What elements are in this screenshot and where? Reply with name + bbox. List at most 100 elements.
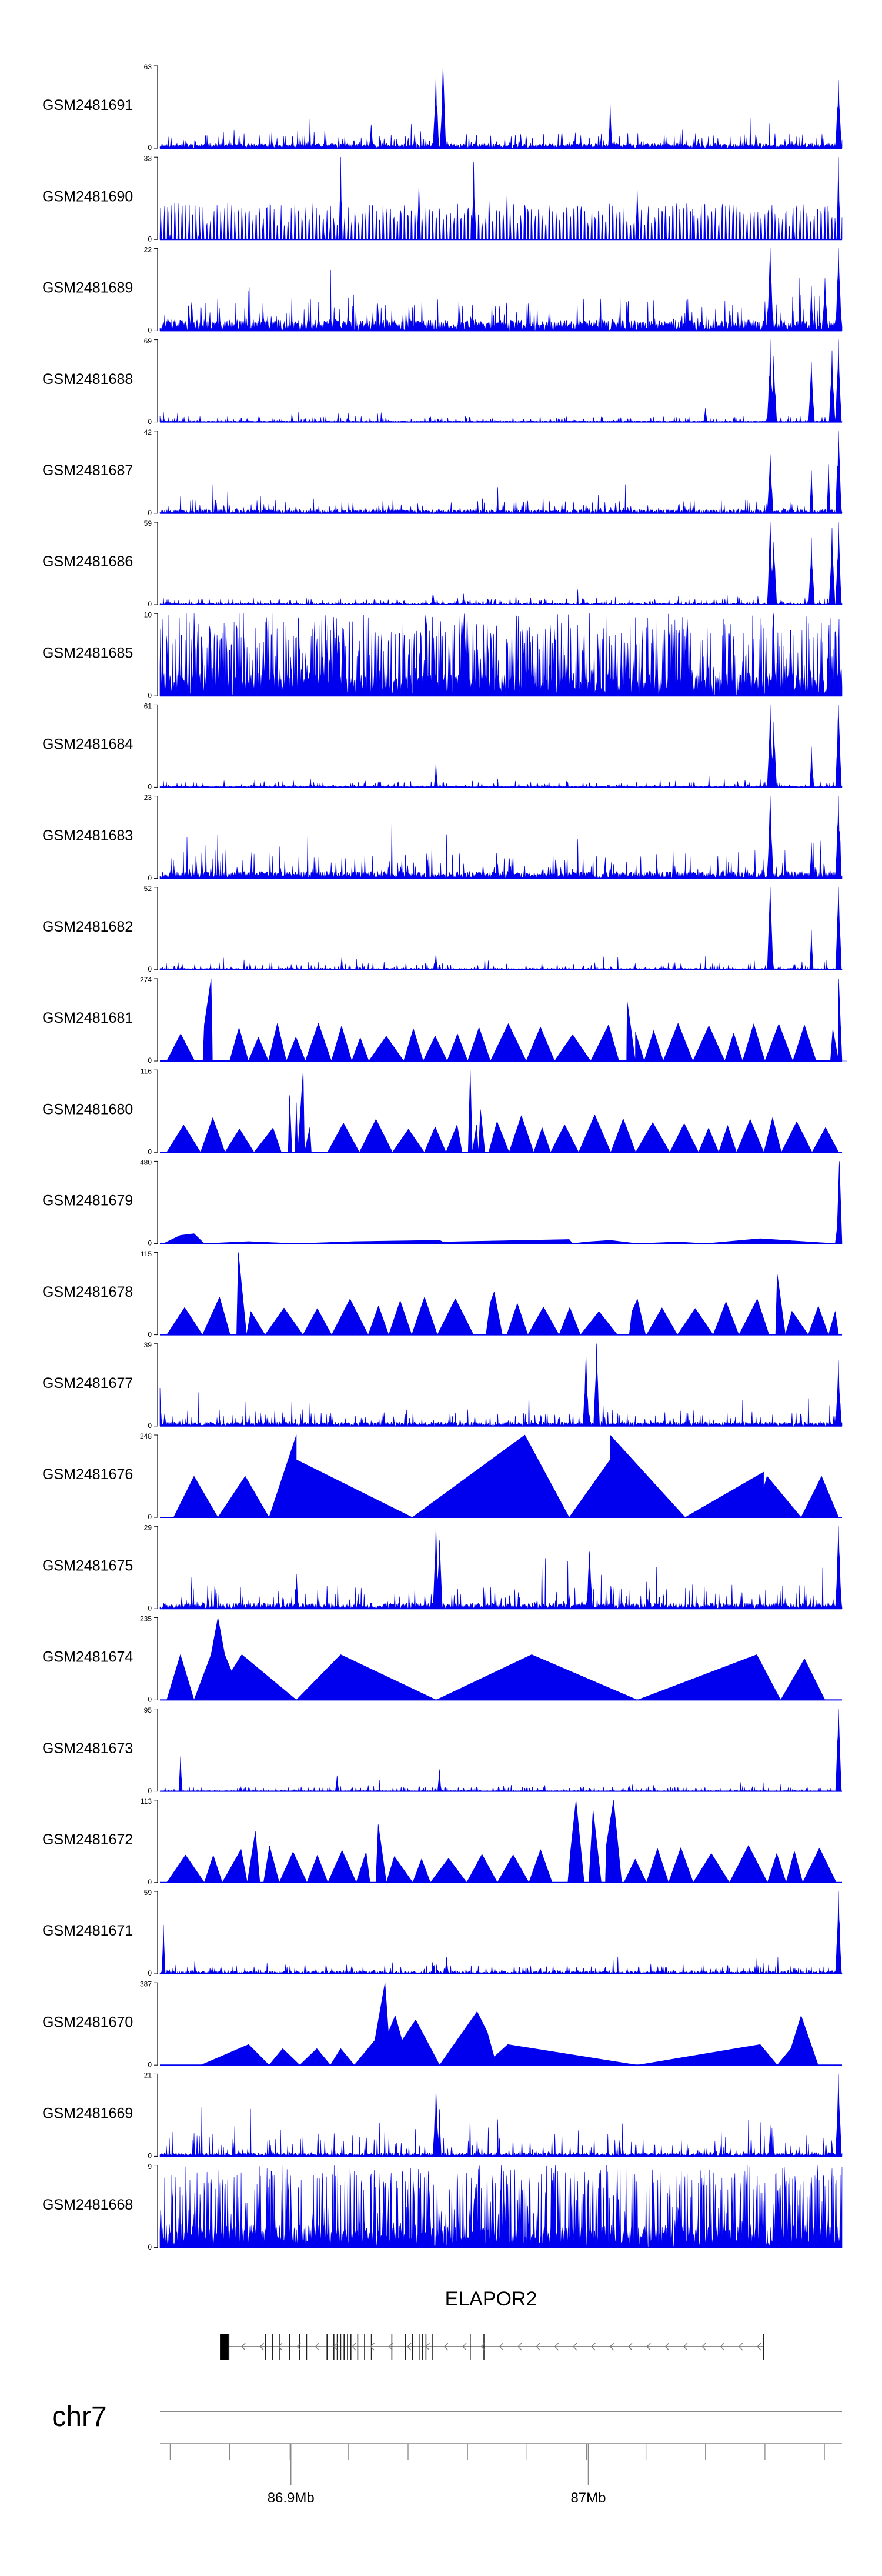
coverage-area [201, 1982, 818, 2066]
track-GSM2481672: GSM2481672 113 0 [42, 1797, 842, 1886]
y-max-label: 29 [144, 1523, 152, 1531]
track-label: GSM2481677 [42, 1375, 133, 1392]
track-label: GSM2481672 [42, 1831, 133, 1848]
axis-tick-label: 86.9Mb [268, 2490, 315, 2506]
y-min-label: 0 [148, 2060, 152, 2068]
y-min-label: 0 [148, 1604, 152, 1612]
y-min-label: 0 [148, 1787, 152, 1795]
strand-arrow [646, 2343, 651, 2351]
track-label: GSM2481678 [42, 1284, 133, 1300]
y-max-label: 39 [144, 1341, 152, 1349]
track-label: GSM2481683 [42, 827, 133, 844]
track-label: GSM2481671 [42, 1923, 133, 1939]
track-label: GSM2481679 [42, 1193, 133, 1209]
strand-arrow [536, 2343, 540, 2351]
track-label: GSM2481680 [42, 1101, 133, 1117]
coverage-area [159, 2165, 843, 2248]
track-GSM2481679: GSM2481679 480 0 [42, 1159, 843, 1247]
y-max-label: 22 [144, 246, 152, 254]
coverage-area [159, 796, 843, 879]
coverage-area [166, 1069, 839, 1153]
coverage-area [159, 705, 843, 788]
strand-arrow [315, 2343, 319, 2351]
axis-tick-label: 87Mb [570, 2490, 606, 2506]
track-GSM2481686: GSM2481686 59 0 [42, 519, 843, 608]
y-min-label: 0 [148, 1239, 152, 1247]
y-max-label: 248 [140, 1432, 152, 1440]
track-label: GSM2481668 [42, 2197, 133, 2213]
strand-arrow [352, 2343, 356, 2351]
y-max-label: 21 [144, 2071, 152, 2080]
chromosome-label: chr7 [52, 2401, 106, 2432]
strand-arrow [388, 2343, 393, 2351]
coverage-area [159, 1343, 843, 1427]
strand-arrow [701, 2343, 706, 2351]
coverage-area [163, 1161, 843, 1244]
chromosome-ideogram: chr7 [52, 2401, 842, 2432]
y-min-label: 0 [148, 1513, 152, 1521]
y-min-label: 0 [148, 874, 152, 882]
strand-arrow [296, 2343, 301, 2351]
y-min-label: 0 [148, 1969, 152, 1977]
coverage-area [159, 613, 843, 696]
strand-arrow [407, 2343, 412, 2351]
track-label: GSM2481686 [42, 553, 133, 570]
y-max-label: 61 [144, 702, 152, 710]
track-GSM2481680: GSM2481680 116 0 [42, 1067, 842, 1156]
coverage-area [159, 156, 843, 240]
y-max-label: 480 [140, 1159, 152, 1167]
strand-arrow [241, 2343, 246, 2351]
coverage-area [166, 1617, 826, 1700]
track-GSM2481682: GSM2481682 52 0 [42, 885, 843, 973]
y-min-label: 0 [148, 1330, 152, 1339]
track-GSM2481681: GSM2481681 274 0 [42, 976, 847, 1065]
track-label: GSM2481670 [42, 2014, 133, 2030]
track-GSM2481677: GSM2481677 39 0 [42, 1341, 843, 1430]
track-GSM2481670: GSM2481670 387 0 [42, 1980, 842, 2068]
y-max-label: 23 [144, 793, 152, 802]
track-GSM2481691: GSM2481691 63 0 [42, 63, 843, 152]
strand-arrow [720, 2343, 724, 2351]
strand-arrow [259, 2343, 264, 2351]
coverage-area [159, 1709, 843, 1791]
strand-arrow [462, 2343, 467, 2351]
y-min-label: 0 [148, 509, 152, 517]
track-GSM2481674: GSM2481674 235 0 [42, 1615, 842, 1704]
y-min-label: 0 [148, 965, 152, 973]
strand-arrow [370, 2343, 375, 2351]
track-label: GSM2481669 [42, 2105, 133, 2122]
track-label: GSM2481689 [42, 280, 133, 296]
coverage-area [159, 1526, 843, 1609]
y-max-label: 274 [140, 976, 152, 984]
coverage-area [166, 1800, 837, 1883]
y-max-label: 63 [144, 63, 152, 71]
gene-track: ELAPOR2 [220, 2288, 764, 2360]
track-GSM2481673: GSM2481673 95 0 [42, 1706, 843, 1795]
y-max-label: 52 [144, 885, 152, 893]
strand-arrow [278, 2343, 283, 2351]
y-max-label: 95 [144, 1706, 152, 1714]
track-label: GSM2481685 [42, 645, 133, 661]
genome-axis: 86.9Mb 87Mb [160, 2443, 842, 2506]
track-label: GSM2481675 [42, 1557, 133, 1574]
track-GSM2481690: GSM2481690 33 0 [42, 154, 843, 243]
y-max-label: 115 [141, 1250, 152, 1258]
track-GSM2481671: GSM2481671 59 0 [42, 1888, 843, 1977]
strand-arrow [443, 2343, 449, 2351]
track-GSM2481668: GSM2481668 9 0 [42, 2163, 843, 2251]
coverage-area [166, 978, 847, 1062]
strand-arrow [738, 2343, 743, 2351]
strand-arrow [664, 2343, 670, 2351]
track-GSM2481685: GSM2481685 10 0 [42, 610, 843, 699]
track-GSM2481676: GSM2481676 248 0 [42, 1432, 842, 1521]
track-label: GSM2481690 [42, 188, 133, 205]
strand-arrow [333, 2343, 338, 2351]
y-max-label: 59 [144, 1888, 152, 1897]
y-min-label: 0 [148, 600, 152, 608]
y-min-label: 0 [148, 1422, 152, 1430]
track-GSM2481678: GSM2481678 115 0 [42, 1250, 842, 1339]
track-label: GSM2481688 [42, 371, 133, 388]
strand-arrow [425, 2343, 430, 2351]
coverage-area [159, 2074, 843, 2157]
